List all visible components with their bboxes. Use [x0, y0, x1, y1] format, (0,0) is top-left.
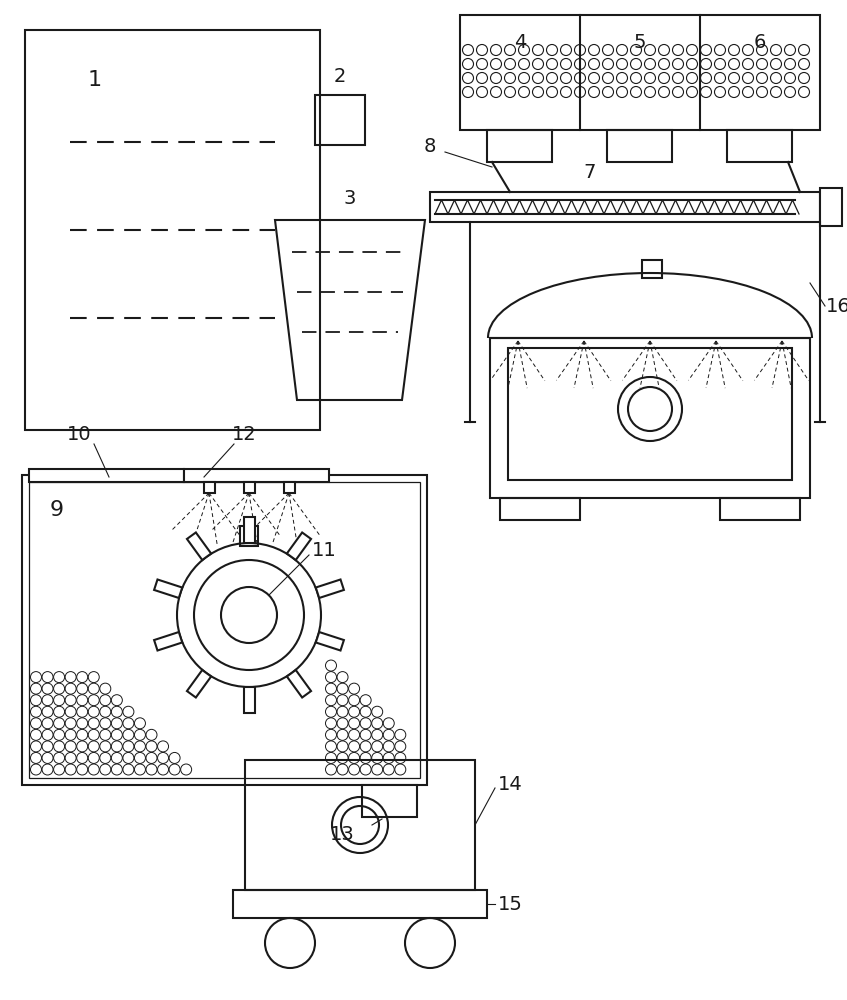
Bar: [184, 469, 329, 482]
Text: 4: 4: [514, 33, 526, 52]
Polygon shape: [287, 670, 311, 698]
Bar: [490, 338, 810, 498]
Polygon shape: [243, 687, 254, 713]
Bar: [607, 130, 672, 162]
Bar: [430, 192, 820, 222]
Polygon shape: [316, 632, 344, 651]
Text: 10: 10: [67, 424, 91, 444]
Bar: [25, 30, 320, 430]
Bar: [508, 348, 792, 480]
Bar: [29, 482, 420, 778]
Text: 9: 9: [50, 500, 64, 520]
Text: 8: 8: [424, 137, 436, 156]
Bar: [204, 482, 215, 493]
Bar: [244, 482, 255, 493]
Bar: [362, 785, 417, 817]
Bar: [500, 498, 580, 520]
Text: 5: 5: [634, 33, 646, 52]
Bar: [284, 482, 295, 493]
Text: 15: 15: [497, 894, 523, 914]
Text: 13: 13: [329, 826, 354, 844]
Text: 16: 16: [826, 296, 847, 316]
Polygon shape: [243, 517, 254, 543]
Polygon shape: [187, 532, 211, 560]
Text: 12: 12: [231, 424, 257, 444]
Polygon shape: [316, 579, 344, 598]
Bar: [29, 469, 184, 482]
Text: 3: 3: [344, 188, 357, 208]
Text: 6: 6: [754, 33, 767, 52]
Text: 2: 2: [334, 68, 346, 87]
Bar: [460, 15, 820, 130]
Bar: [240, 526, 258, 546]
Bar: [820, 188, 842, 226]
Polygon shape: [154, 579, 182, 598]
Polygon shape: [154, 632, 182, 651]
Bar: [245, 760, 475, 890]
Bar: [22, 475, 427, 785]
Bar: [642, 260, 662, 278]
Text: 11: 11: [312, 540, 336, 560]
Text: 14: 14: [498, 776, 523, 794]
Polygon shape: [187, 670, 211, 698]
Bar: [487, 130, 552, 162]
Bar: [315, 95, 365, 145]
Bar: [720, 498, 800, 520]
Bar: [233, 890, 487, 918]
Text: 7: 7: [584, 162, 596, 182]
Polygon shape: [287, 532, 311, 560]
Bar: [727, 130, 792, 162]
Text: 1: 1: [88, 70, 102, 90]
